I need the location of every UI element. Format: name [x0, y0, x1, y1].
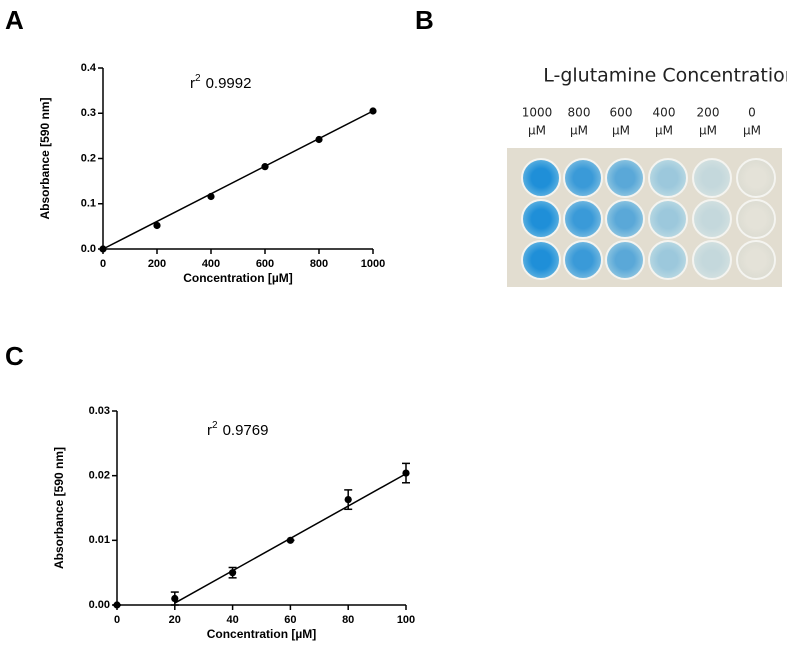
annotation: r2 0.9992	[190, 73, 251, 92]
panel-label: C	[5, 341, 24, 371]
point	[229, 569, 237, 577]
column-label: 800	[568, 106, 591, 120]
well	[521, 240, 561, 280]
column-unit: µM	[612, 124, 630, 138]
y-tick-label: 0.0	[81, 243, 96, 255]
x-tick-label: 0	[100, 258, 106, 270]
well	[648, 199, 688, 239]
x-tick-label: 60	[284, 614, 296, 626]
y-axis-label: Absorbance [590 nm]	[38, 97, 52, 219]
x-tick-label: 100	[397, 614, 415, 626]
x-tick-label: 40	[226, 614, 238, 626]
well	[605, 240, 645, 280]
y-tick-label: 0.00	[89, 599, 110, 611]
fit-line	[102, 110, 374, 250]
point	[113, 601, 121, 609]
y-tick-label: 0.4	[81, 62, 97, 74]
well	[736, 158, 776, 198]
y-axis-label: Absorbance [590 nm]	[52, 447, 66, 569]
x-tick-label: 1000	[361, 258, 385, 270]
column-label: 400	[653, 106, 676, 120]
point	[286, 536, 294, 544]
annotation: r2 0.9769	[207, 420, 268, 439]
well	[563, 199, 603, 239]
well	[605, 199, 645, 239]
x-tick-label: 20	[169, 614, 181, 626]
column-unit: µM	[699, 124, 717, 138]
point	[344, 495, 352, 504]
well	[605, 158, 645, 198]
point	[369, 107, 377, 115]
point	[261, 163, 269, 171]
well	[736, 240, 776, 280]
column-unit: µM	[743, 124, 761, 138]
well	[563, 158, 603, 198]
well	[521, 158, 561, 198]
point	[315, 135, 323, 144]
x-axis-label: Concentration [µM]	[183, 271, 293, 285]
y-tick-label: 0.03	[89, 405, 110, 417]
well	[692, 240, 732, 280]
x-tick-label: 800	[310, 258, 328, 270]
point	[402, 469, 410, 477]
y-tick-label: 0.02	[89, 470, 110, 482]
well	[521, 199, 561, 239]
column-label: 200	[697, 106, 720, 120]
annotation-text: 0.9992	[206, 75, 252, 92]
well	[736, 199, 776, 239]
column-unit: µM	[528, 124, 546, 138]
y-tick-label: 0.01	[89, 534, 110, 546]
annotation-sup: 2	[195, 73, 201, 84]
y-tick-label: 0.2	[81, 152, 96, 164]
x-tick-label: 0	[114, 614, 120, 626]
column-unit: µM	[570, 124, 588, 138]
point	[99, 245, 107, 253]
point	[207, 192, 215, 201]
point	[171, 594, 179, 603]
x-tick-label: 600	[256, 258, 274, 270]
y-tick-label: 0.1	[81, 198, 96, 210]
plate-title: L-glutamine Concentration	[543, 65, 787, 87]
y-tick-label: 0.3	[81, 107, 96, 119]
point	[153, 221, 161, 230]
well	[692, 199, 732, 239]
panel-label: A	[5, 5, 24, 35]
panel-label: B	[415, 5, 434, 35]
well	[563, 240, 603, 280]
column-label: 0	[748, 106, 756, 120]
x-tick-label: 400	[202, 258, 220, 270]
column-label: 600	[610, 106, 633, 120]
column-label: 1000	[522, 106, 553, 120]
annotation-base: r	[207, 422, 212, 439]
annotation-base: r	[190, 75, 195, 92]
well	[692, 158, 732, 198]
annotation-sup: 2	[212, 420, 218, 431]
column-unit: µM	[655, 124, 673, 138]
x-axis-label: Concentration [µM]	[207, 627, 317, 641]
well	[648, 158, 688, 198]
annotation-text: 0.9769	[223, 422, 269, 439]
x-tick-label: 200	[148, 258, 166, 270]
x-tick-label: 80	[342, 614, 354, 626]
well	[648, 240, 688, 280]
